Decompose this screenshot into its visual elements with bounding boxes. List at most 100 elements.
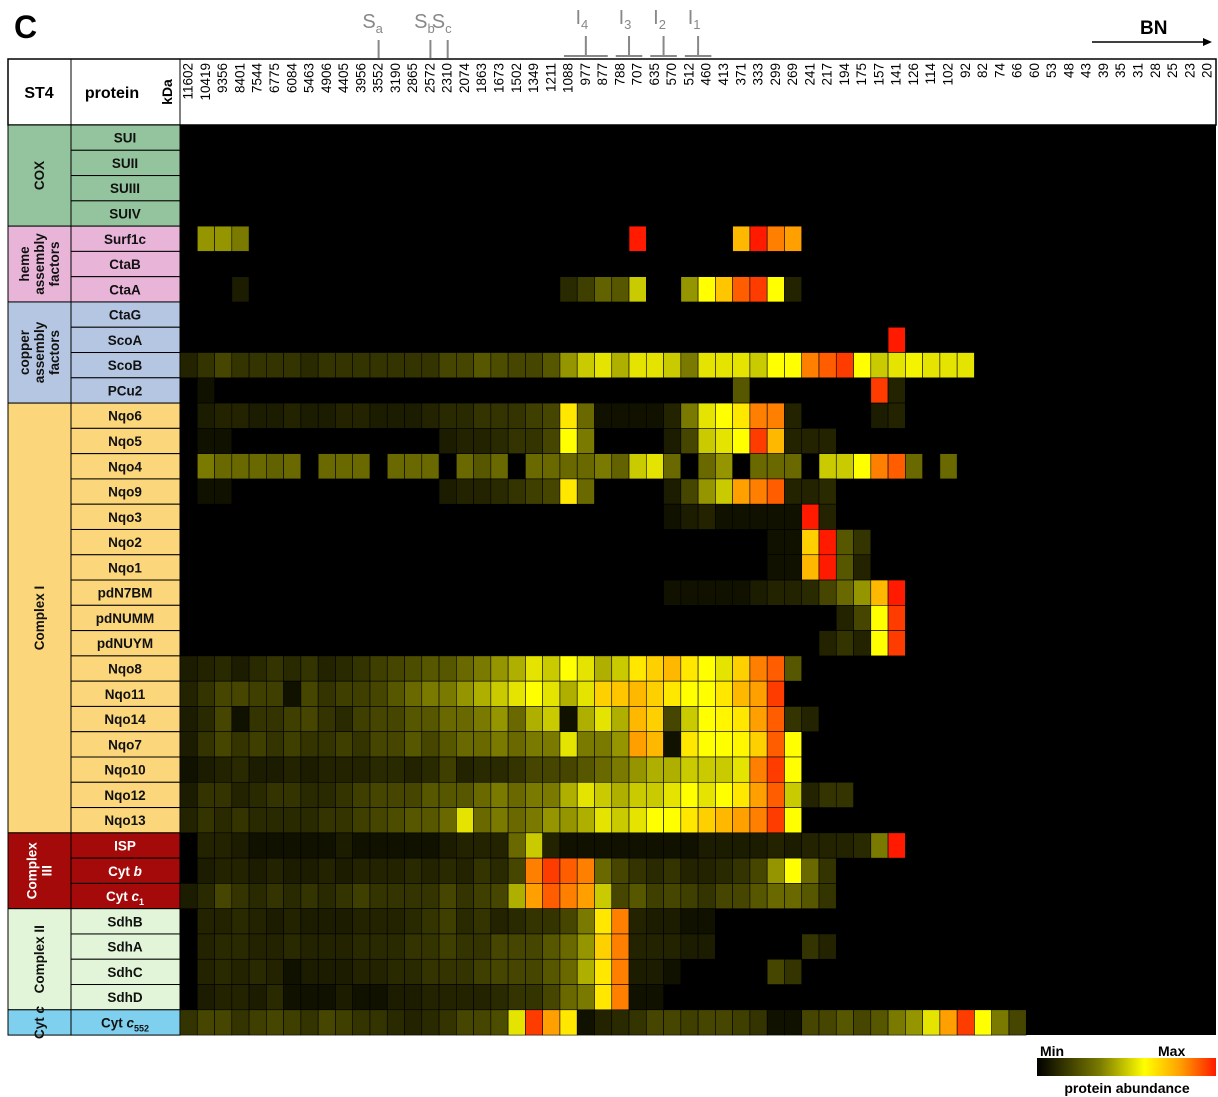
heatmap-cell [542,933,561,960]
heatmap-cell [490,731,509,758]
heatmap-cell [196,958,215,985]
heatmap-cell [473,807,492,834]
column-label: 25 [1165,63,1180,78]
heatmap-cell [507,655,526,682]
column-label: 60 [1027,63,1042,78]
heatmap-cell [317,1009,336,1036]
heatmap-cell [784,756,803,783]
group-label: copper [17,329,32,375]
column-label: 48 [1061,63,1076,78]
heatmap-cell [905,1009,923,1036]
protein-label: PCu2 [108,383,143,398]
heatmap-cell [196,883,215,909]
heatmap-cell [525,756,543,783]
heatmap-cell [525,984,543,1011]
heatmap-cell [628,655,647,682]
heatmap-cell [715,857,733,884]
heatmap-cell [456,402,474,429]
heatmap-cell [438,984,457,1011]
heatmap-cell [525,933,543,960]
column-label: 299 [768,63,783,86]
heatmap-cell [386,832,405,859]
heatmap-cell [870,377,889,404]
protein-label: SUIV [109,206,141,221]
heatmap-cell [179,655,198,682]
heatmap-cell [732,1009,751,1036]
column-label: 512 [681,63,696,86]
heatmap-cell [594,731,613,758]
heatmap-cell [542,908,561,935]
heatmap-cell [680,402,699,429]
heatmap-cell [317,402,336,429]
heatmap-cell [283,655,302,682]
heatmap-cell [801,933,820,960]
heatmap-cell [594,832,613,859]
heatmap-cell [697,781,716,808]
group-label: III [40,865,55,876]
heatmap-cell [335,933,353,960]
heatmap-cell [559,680,578,707]
heatmap-cell [611,655,630,682]
heatmap-cell [663,352,682,379]
heatmap-cell [939,1009,958,1036]
heatmap-cell [766,958,785,985]
column-label: 1863 [474,63,489,93]
heatmap-cell [473,731,492,758]
heatmap-cell [680,908,699,935]
heatmap-cell [611,402,630,429]
heatmap-cell [456,958,474,985]
heatmap-cell [784,655,803,682]
protein-cell [70,200,181,227]
heatmap-cell [404,706,423,733]
protein-cell [70,427,181,455]
heatmap-cell [266,756,284,783]
heatmap-cell [248,958,267,985]
column-label: 570 [664,63,679,86]
heatmap-cell [835,554,854,581]
heatmap-cell [611,857,630,884]
bn-arrow-head [1203,38,1212,46]
heatmap-cell [697,579,716,606]
heatmap-cell [231,225,250,252]
heatmap-cell [697,756,716,783]
heatmap-cell [214,958,233,985]
heatmap-cell [214,428,233,454]
group-label: assembly [32,233,47,295]
heatmap-cell [663,1009,682,1036]
heatmap-cell [645,352,664,379]
heatmap-cell [697,832,716,859]
heatmap-cell [283,958,302,985]
heatmap-cell [749,503,768,530]
heatmap-cell [300,731,319,758]
heatmap-cell [404,908,423,935]
heatmap-cell [697,453,716,480]
heatmap-cell [835,453,854,480]
heatmap-cell [231,680,250,707]
heatmap-cell [697,908,716,935]
heatmap-cell [248,908,267,935]
heatmap-cell [818,781,837,808]
heatmap-cell [542,402,561,429]
heatmap-cell [507,1009,526,1036]
heatmap-cell [835,352,854,379]
heatmap-cell [853,1009,872,1036]
heatmap-cell [507,933,526,960]
heatmap-cell [645,832,664,859]
heatmap-cell [456,680,474,707]
heatmap-cell [335,731,353,758]
heatmap-cell [317,984,336,1011]
heatmap-cell [766,1009,785,1036]
group-box-COX [7,124,72,227]
heatmap-cell [715,832,733,859]
heatmap-cell [645,402,664,429]
heatmap-cell [628,807,647,834]
column-label: 4906 [319,63,334,93]
heatmap-cell [611,807,630,834]
heatmap-cell [818,1009,837,1036]
heatmap-cell [473,933,492,960]
heatmap-cell [576,756,595,783]
heatmap-cell [317,453,336,480]
heatmap-cell [214,781,233,808]
column-label: 977 [578,63,593,86]
heatmap-cell [283,781,302,808]
